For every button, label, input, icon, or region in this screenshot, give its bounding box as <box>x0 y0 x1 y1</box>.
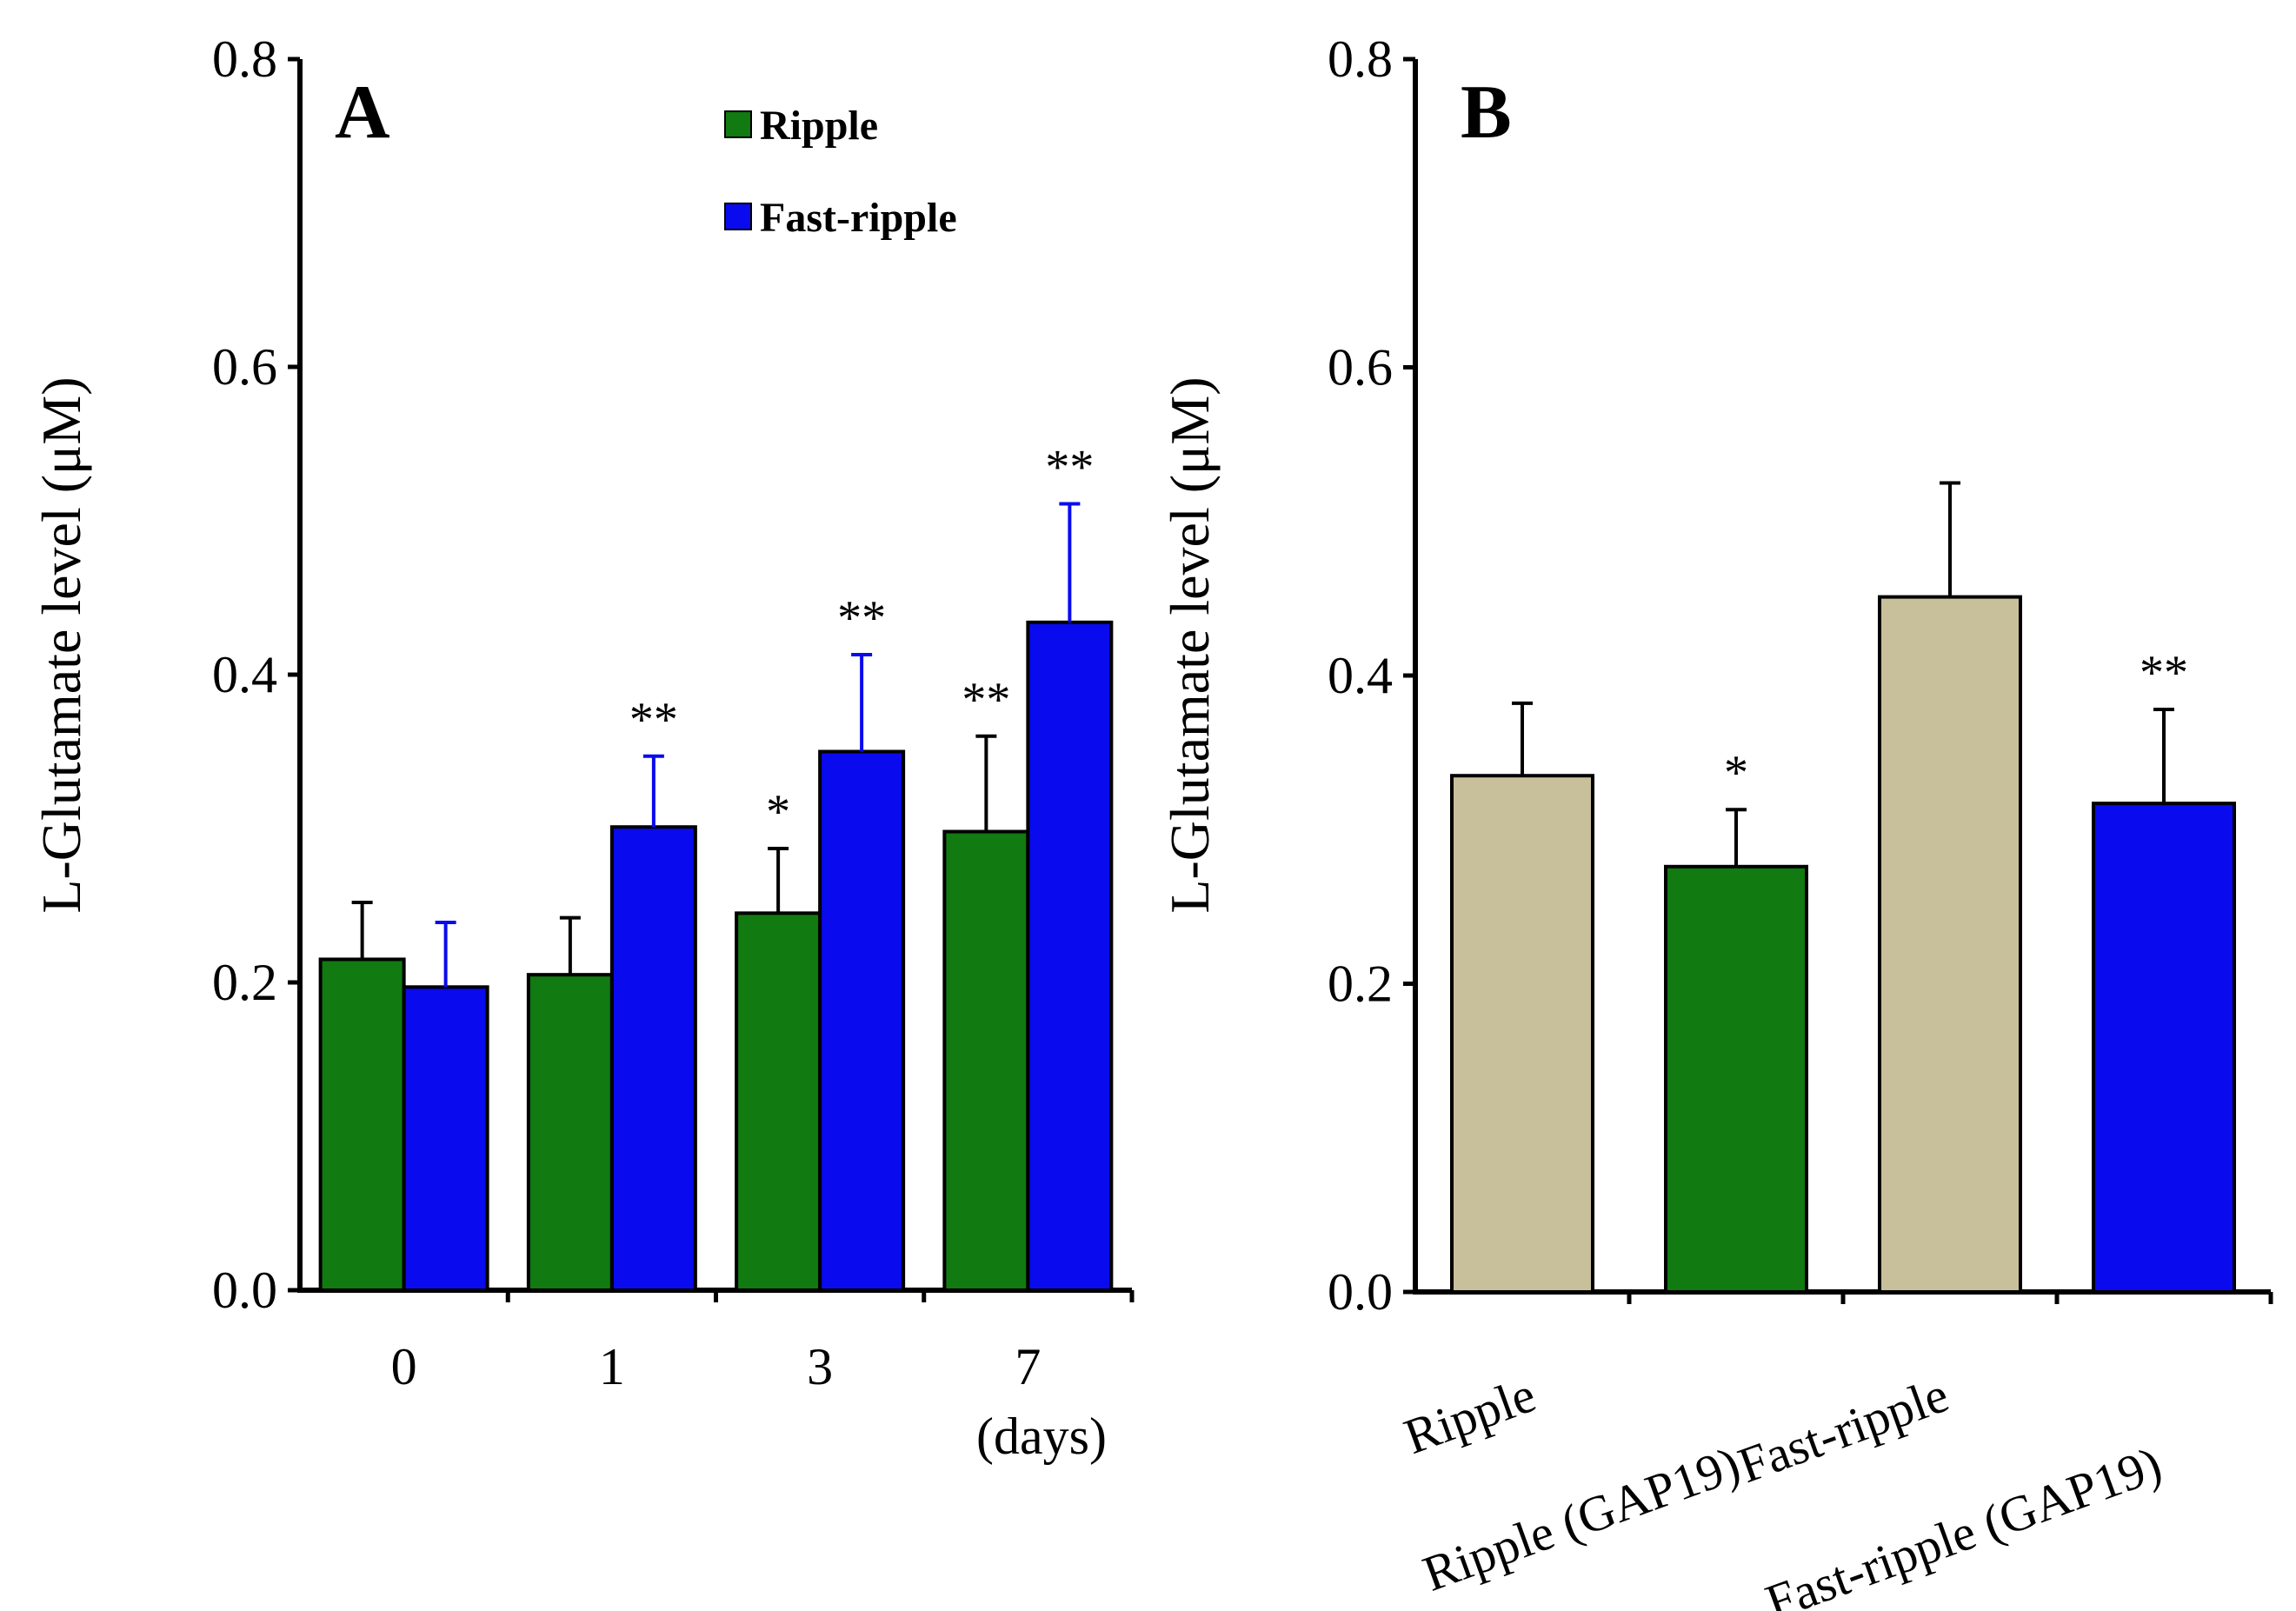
panel-a-ylabel: L-Glutamate level (μM) <box>30 376 92 913</box>
bar-ripple <box>735 911 822 1292</box>
panel-a-x-tick-label: 3 <box>807 1338 833 1395</box>
legend-swatch-ripple <box>724 110 752 138</box>
panel-a-y-tick-label: 0.8 <box>212 30 277 88</box>
bar-ripple <box>318 957 406 1292</box>
panel-a-x-tick-label: 0 <box>391 1338 417 1395</box>
panel-b-y-tick-label: 0.8 <box>1328 30 1393 88</box>
bar-fast-ripple <box>1026 620 1114 1292</box>
bar-fast-ripple <box>1878 595 2022 1294</box>
significance-marker: ** <box>1045 441 1094 495</box>
panel-b-ylabel: L-Glutamate level (μM) <box>1159 376 1221 913</box>
panel-b-x-tick-label: Ripple (GAP19) <box>1415 1435 1747 1602</box>
bar-ripple-gap19 <box>1664 864 1808 1294</box>
panel-a-x-tick-label: 7 <box>1015 1338 1041 1395</box>
panel-a-x-unit: (days) <box>976 1408 1107 1465</box>
bar-fast-ripple <box>818 749 906 1292</box>
bar-fast-ripple <box>402 985 489 1293</box>
panel-a-y-tick-label: 0.2 <box>212 954 277 1011</box>
bar-fast-ripple-gap19 <box>2092 802 2236 1294</box>
panel-a-y-tick-label: 0.0 <box>212 1262 277 1319</box>
legend-label-ripple: Ripple <box>760 103 878 149</box>
bar-ripple <box>942 829 1030 1292</box>
panel-a-y-tick-label: 0.6 <box>212 338 277 396</box>
panel-a-y-tick-label: 0.4 <box>212 646 277 703</box>
panel-b-y-tick-label: 0.6 <box>1328 339 1393 396</box>
panel-a-letter: A <box>335 70 390 155</box>
bar-fast-ripple <box>609 825 697 1292</box>
significance-marker: ** <box>2140 646 2188 700</box>
panel-a-legend: Ripple Fast-ripple <box>724 103 957 241</box>
legend-swatch-fast-ripple <box>724 203 752 230</box>
legend-label-fast-ripple: Fast-ripple <box>760 195 957 241</box>
panel-b-y-tick-label: 0.4 <box>1328 647 1393 704</box>
significance-marker: ** <box>629 693 678 747</box>
panel-a: A L-Glutamate level (μM) Ripple Fast-rip… <box>30 30 1135 1465</box>
panel-b-x-tick-label: Ripple <box>1397 1366 1543 1465</box>
panel-b-x-tick-label: Fast-ripple <box>1731 1366 1955 1494</box>
significance-marker: * <box>766 785 790 839</box>
significance-marker: ** <box>962 673 1010 727</box>
significance-marker: ** <box>837 591 886 645</box>
panel-a-x-tick-label: 1 <box>599 1338 625 1395</box>
bar-ripple <box>1450 774 1594 1294</box>
bar-ripple <box>526 973 614 1293</box>
panel-b-y-tick-label: 0.0 <box>1328 1263 1393 1321</box>
panel-b-letter: B <box>1461 70 1512 155</box>
panel-b: B L-Glutamate level (μM) 0.0 0.2 0.4 0.6 0.8… <box>1159 30 2273 1611</box>
significance-marker: * <box>1724 746 1748 800</box>
panel-b-y-tick-label: 0.2 <box>1328 955 1393 1013</box>
